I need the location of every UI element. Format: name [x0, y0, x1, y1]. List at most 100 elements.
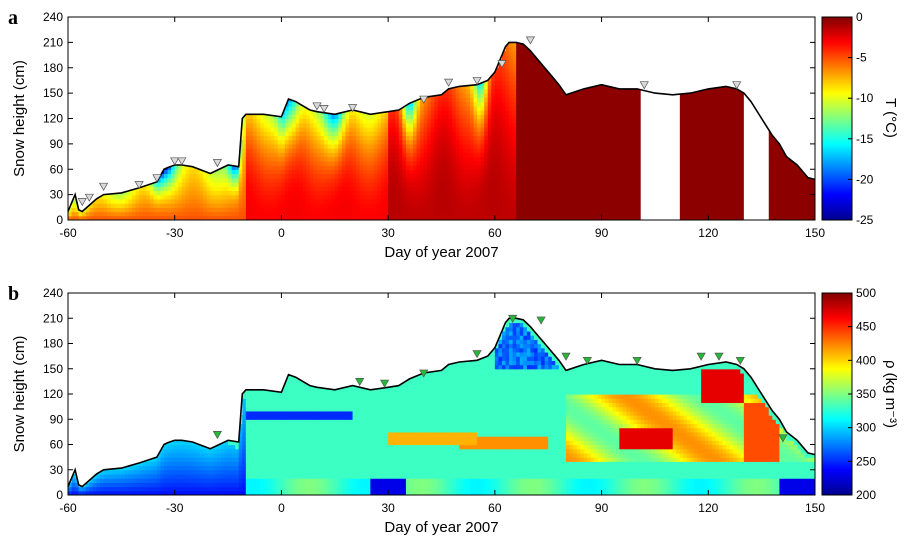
field-cell — [392, 148, 396, 153]
field-cell — [602, 144, 606, 149]
field-cell — [502, 195, 506, 200]
field-cell — [474, 97, 478, 102]
field-cell — [406, 212, 410, 217]
field-cell — [242, 144, 246, 149]
field-cell — [559, 165, 563, 170]
field-cell — [345, 165, 349, 170]
field-cell — [338, 195, 342, 200]
field-cell — [530, 135, 534, 140]
field-cell — [520, 203, 524, 208]
field-cell — [577, 212, 581, 217]
field-cell — [328, 212, 332, 217]
field-cell — [481, 152, 485, 157]
field-cell — [285, 135, 289, 140]
field-cell — [356, 169, 360, 174]
field-cell — [538, 173, 542, 178]
field-cell — [438, 127, 442, 132]
field-cell — [481, 119, 485, 124]
field-cell — [239, 195, 243, 200]
field-cell — [634, 97, 638, 102]
field-cell — [456, 131, 460, 136]
field-cell — [342, 127, 346, 132]
field-cell — [616, 199, 620, 204]
field-cell — [683, 178, 687, 183]
field-cell — [527, 110, 531, 115]
field-cell — [548, 127, 552, 132]
field-cell — [687, 152, 691, 157]
field-cell — [232, 207, 236, 212]
field-cell — [481, 165, 485, 170]
field-cell — [442, 195, 446, 200]
field-cell — [587, 186, 591, 191]
field-cell — [591, 173, 595, 178]
field-cell — [523, 190, 527, 195]
field-cell — [434, 144, 438, 149]
field-cell — [235, 207, 239, 212]
field-cell — [239, 199, 243, 204]
field-cell — [634, 173, 638, 178]
field-cell — [598, 190, 602, 195]
field-cell — [626, 165, 630, 170]
field-cell — [626, 195, 630, 200]
field-cell — [360, 207, 364, 212]
field-cell — [214, 203, 218, 208]
field-cell — [328, 207, 332, 212]
field-cell — [168, 173, 172, 178]
field-cell — [335, 157, 339, 162]
field-cell — [687, 161, 691, 166]
field-cell — [260, 195, 264, 200]
field-cell — [715, 173, 719, 178]
field-cell — [555, 165, 559, 170]
field-cell — [434, 186, 438, 191]
field-cell — [402, 152, 406, 157]
field-cell — [335, 123, 339, 128]
field-cell — [481, 140, 485, 145]
field-cell — [733, 123, 737, 128]
field-cell — [182, 199, 186, 204]
field-cell — [335, 148, 339, 153]
field-cell — [598, 144, 602, 149]
field-cell — [491, 199, 495, 204]
field-cell — [712, 106, 716, 111]
field-cell — [683, 119, 687, 124]
field-cell — [438, 157, 442, 162]
field-cell — [637, 148, 641, 153]
field-cell — [193, 190, 197, 195]
field-cell — [310, 161, 314, 166]
field-cell — [299, 173, 303, 178]
field-cell — [406, 114, 410, 119]
field-cell — [278, 123, 282, 128]
field-cell — [427, 127, 431, 132]
field-cell — [708, 157, 712, 162]
field-cell — [203, 199, 207, 204]
field-cell — [740, 182, 744, 187]
field-cell — [196, 186, 200, 191]
field-cell — [402, 110, 406, 115]
field-cell — [459, 165, 463, 170]
field-cell — [495, 182, 499, 187]
field-cell — [196, 182, 200, 187]
field-cell — [338, 178, 342, 183]
field-cell — [566, 157, 570, 162]
field-cell — [484, 119, 488, 124]
field-cell — [306, 148, 310, 153]
field-cell — [698, 186, 702, 191]
field-cell — [516, 161, 520, 166]
field-cell — [481, 85, 485, 90]
field-cell — [317, 123, 321, 128]
field-cell — [356, 173, 360, 178]
field-cell — [609, 212, 613, 217]
field-cell — [559, 207, 563, 212]
field-cell — [626, 135, 630, 140]
field-cell — [434, 102, 438, 107]
field-cell — [498, 190, 502, 195]
field-cell — [602, 152, 606, 157]
field-cell — [488, 106, 492, 111]
field-cell — [506, 64, 510, 69]
field-cell — [438, 178, 442, 183]
field-cell — [271, 178, 275, 183]
field-cell — [217, 195, 221, 200]
field-cell — [562, 157, 566, 162]
field-cell — [701, 135, 705, 140]
field-cell — [484, 85, 488, 90]
